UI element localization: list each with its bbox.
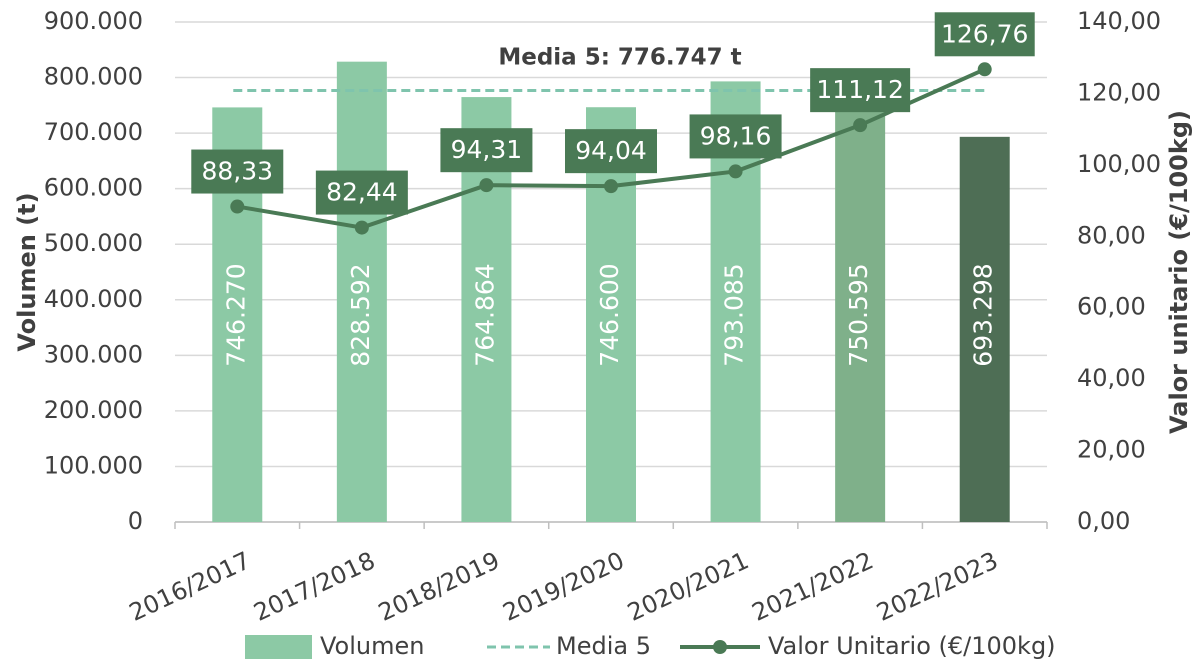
line-value-label: 94,04: [575, 136, 647, 165]
legend-swatch: [245, 635, 312, 659]
line-marker: [604, 179, 618, 194]
x-tick-label: 2017/2018: [249, 546, 379, 626]
y2-tick-label: 0,00: [1077, 507, 1130, 535]
y2-tick-label: 140,00: [1077, 7, 1161, 35]
bar-value-label: 793.085: [720, 263, 749, 366]
bar-value-label: 764.864: [470, 263, 499, 366]
value-label-box: [565, 129, 657, 174]
legend-label: Media 5: [556, 632, 651, 660]
y2-tick-label: 120,00: [1077, 78, 1161, 106]
line-marker: [728, 164, 743, 179]
y-tick-label: 400.000: [44, 285, 143, 313]
x-tick-label: 2018/2019: [374, 546, 504, 626]
y2-tick-label: 20,00: [1077, 436, 1146, 464]
y-tick-label: 700.000: [44, 118, 143, 146]
x-tick-label: 2022/2023: [872, 546, 1002, 626]
y-tick-label: 300.000: [44, 340, 143, 368]
legend-label: Valor Unitario (€/100kg): [768, 632, 1056, 660]
bar: [835, 105, 886, 522]
line-value-label: 88,33: [201, 157, 273, 186]
bar: [586, 107, 636, 522]
reference-label: Media 5: 776.747 t: [498, 45, 741, 71]
bar-value-label: 693.298: [969, 263, 998, 366]
y2-axis-title: Valor unitario (€/100kg): [1165, 110, 1193, 434]
value-label-box: [689, 114, 782, 159]
bar: [336, 61, 387, 522]
y2-tick-label: 40,00: [1077, 364, 1146, 392]
line-marker: [479, 178, 494, 193]
x-tick-label: 2021/2022: [748, 546, 878, 626]
y-tick-label: 900.000: [44, 7, 143, 35]
line-marker: [853, 118, 868, 133]
value-label-box: [315, 170, 408, 215]
y2-tick-label: 60,00: [1077, 293, 1146, 321]
value-label-box: [440, 128, 533, 173]
y-tick-label: 0: [128, 507, 143, 535]
value-label-box: [191, 149, 284, 194]
bar-value-label: 746.270: [221, 263, 250, 366]
x-tick-label: 2016/2017: [125, 546, 255, 626]
y-axis-title: Volumen (t): [13, 192, 41, 351]
legend-label: Volumen: [320, 632, 424, 660]
y-tick-label: 800.000: [44, 63, 143, 91]
y-tick-label: 100.000: [44, 451, 143, 479]
line-value-label: 94,31: [451, 135, 523, 164]
y2-tick-label: 100,00: [1077, 150, 1161, 178]
line-value-label: 98,16: [700, 121, 772, 150]
y-tick-label: 600.000: [44, 174, 143, 202]
bar-value-label: 828.592: [346, 263, 375, 366]
x-tick-label: 2019/2020: [499, 546, 629, 626]
y2-tick-label: 80,00: [1077, 221, 1146, 249]
value-label-box: [934, 12, 1035, 57]
y-tick-label: 500.000: [44, 229, 143, 257]
line-marker: [977, 62, 992, 77]
line-value-label: 82,44: [326, 178, 398, 207]
x-tick-label: 2020/2021: [623, 546, 753, 626]
line-marker: [354, 220, 369, 235]
legend-swatch: [713, 640, 727, 654]
line-value-label: 126,76: [941, 19, 1028, 48]
bar-value-label: 750.595: [844, 263, 873, 366]
line-value-label: 111,12: [816, 75, 903, 104]
y-tick-label: 200.000: [44, 396, 143, 424]
bar-value-label: 746.600: [595, 263, 624, 366]
value-label-box: [810, 68, 911, 113]
bar: [959, 136, 1010, 522]
line-marker: [230, 199, 245, 214]
